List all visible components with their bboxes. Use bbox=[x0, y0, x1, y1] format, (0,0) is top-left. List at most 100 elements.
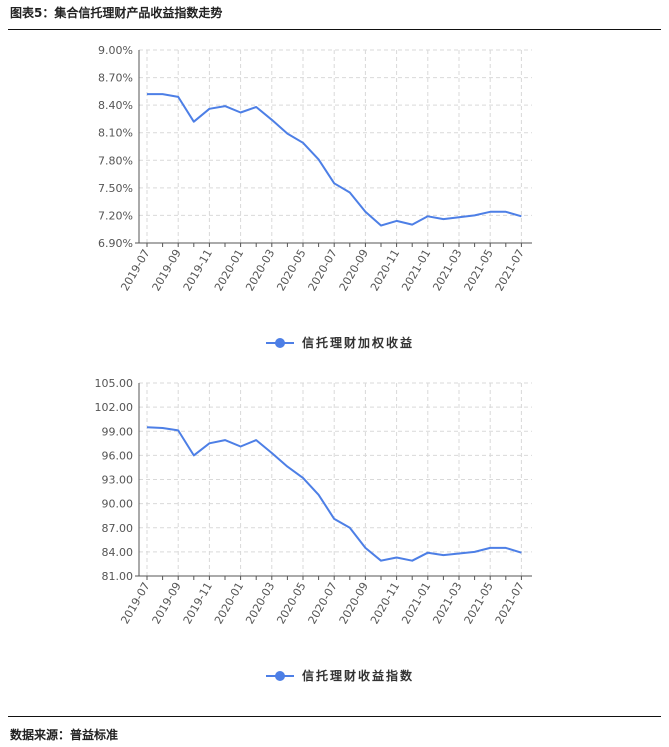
data-point bbox=[519, 551, 523, 555]
x-tick-label: 2019-09 bbox=[150, 580, 184, 626]
data-point bbox=[239, 445, 243, 449]
data-point bbox=[504, 546, 508, 550]
y-tick-label: 8.40% bbox=[98, 99, 133, 112]
x-tick-label: 2021-07 bbox=[493, 580, 527, 626]
data-point bbox=[519, 214, 523, 218]
y-tick-label: 7.50% bbox=[98, 182, 133, 195]
data-point bbox=[395, 556, 399, 560]
data-point bbox=[223, 104, 227, 108]
data-point bbox=[379, 559, 383, 563]
data-point bbox=[488, 546, 492, 550]
data-point bbox=[207, 441, 211, 445]
data-point bbox=[254, 438, 258, 442]
data-point bbox=[285, 465, 289, 469]
x-tick-label: 2020-03 bbox=[243, 247, 277, 293]
data-point bbox=[192, 120, 196, 124]
x-tick-label: 2020-09 bbox=[337, 247, 371, 293]
data-point bbox=[410, 559, 414, 563]
data-point bbox=[504, 210, 508, 214]
data-point bbox=[457, 551, 461, 555]
x-tick-label: 2020-05 bbox=[274, 247, 308, 293]
data-point bbox=[145, 425, 149, 429]
y-tick-label: 6.90% bbox=[98, 237, 133, 250]
data-point bbox=[207, 107, 211, 111]
x-tick-label: 2020-11 bbox=[368, 247, 402, 293]
y-tick-label: 105.00 bbox=[95, 377, 134, 390]
y-tick-label: 96.00 bbox=[102, 449, 134, 462]
y-tick-label: 8.70% bbox=[98, 72, 133, 85]
x-tick-label: 2020-01 bbox=[212, 580, 246, 626]
figure-title: 图表5：集合信托理财产品收益指数走势 bbox=[10, 6, 223, 20]
data-point bbox=[426, 551, 430, 555]
legend-label: 信托理财加权收益 bbox=[302, 335, 414, 350]
data-point bbox=[270, 118, 274, 122]
y-tick-label: 87.00 bbox=[102, 522, 134, 535]
x-tick-label: 2020-11 bbox=[368, 580, 402, 626]
y-tick-label: 99.00 bbox=[102, 425, 134, 438]
x-tick-label: 2019-07 bbox=[118, 247, 152, 293]
x-tick-label: 2019-07 bbox=[118, 580, 152, 626]
data-point bbox=[145, 92, 149, 96]
legend-label: 信托理财收益指数 bbox=[302, 668, 414, 683]
x-tick-label: 2020-03 bbox=[243, 580, 277, 626]
data-point bbox=[223, 438, 227, 442]
data-point bbox=[254, 105, 258, 109]
data-point bbox=[473, 213, 477, 217]
y-tick-label: 93.00 bbox=[102, 474, 134, 487]
data-point bbox=[363, 210, 367, 214]
x-tick-label: 2020-05 bbox=[274, 580, 308, 626]
y-tick-label: 84.00 bbox=[102, 546, 134, 559]
data-point bbox=[176, 428, 180, 432]
data-point bbox=[285, 132, 289, 136]
data-point bbox=[363, 546, 367, 550]
y-tick-label: 7.20% bbox=[98, 209, 133, 222]
weighted-yield-chart: 6.90% 7.20% 7.50% 7.80% 8.10% 8.40% 8.70% 9.00%… bbox=[98, 44, 532, 350]
data-point bbox=[192, 453, 196, 457]
x-tick-label: 2021-05 bbox=[462, 247, 496, 293]
bottom-rule bbox=[8, 716, 661, 717]
data-point bbox=[317, 493, 321, 497]
data-point bbox=[348, 190, 352, 194]
data-point bbox=[332, 517, 336, 521]
data-point bbox=[379, 224, 383, 228]
x-tick-label: 2019-11 bbox=[181, 580, 215, 626]
data-point bbox=[176, 95, 180, 99]
yield-index-chart: 81.00 84.00 87.00 90.00 93.00 96.00 99.00 102.0… bbox=[95, 377, 532, 683]
top-rule bbox=[8, 29, 661, 30]
legend-marker bbox=[275, 671, 285, 681]
y-tick-label: 90.00 bbox=[102, 498, 134, 511]
x-tick-label: 2019-11 bbox=[181, 247, 215, 293]
x-tick-label: 2021-03 bbox=[430, 580, 464, 626]
data-point bbox=[348, 526, 352, 530]
data-point bbox=[301, 141, 305, 145]
data-point bbox=[473, 550, 477, 554]
data-point bbox=[332, 181, 336, 185]
data-point bbox=[301, 476, 305, 480]
data-point bbox=[410, 223, 414, 227]
data-source-note: 数据来源：普益标准 bbox=[10, 728, 119, 742]
y-tick-label: 9.00% bbox=[98, 44, 133, 57]
x-tick-label: 2020-07 bbox=[306, 580, 340, 626]
y-tick-label: 102.00 bbox=[95, 401, 134, 414]
x-tick-label: 2021-01 bbox=[399, 580, 433, 626]
x-tick-label: 2021-07 bbox=[493, 247, 527, 293]
x-tick-label: 2021-03 bbox=[430, 247, 464, 293]
series-line bbox=[146, 426, 522, 562]
x-tick-label: 2020-01 bbox=[212, 247, 246, 293]
y-tick-label: 7.80% bbox=[98, 154, 133, 167]
series-line bbox=[147, 93, 522, 227]
x-tick-label: 2019-09 bbox=[150, 247, 184, 293]
data-point bbox=[317, 157, 321, 161]
data-point bbox=[426, 214, 430, 218]
data-point bbox=[161, 92, 165, 96]
x-tick-label: 2021-05 bbox=[462, 580, 496, 626]
data-point bbox=[161, 426, 165, 430]
data-point bbox=[488, 210, 492, 214]
legend-marker bbox=[275, 338, 285, 348]
data-point bbox=[239, 110, 243, 114]
x-tick-label: 2020-07 bbox=[306, 247, 340, 293]
data-point bbox=[270, 451, 274, 455]
y-tick-label: 81.00 bbox=[102, 570, 134, 583]
data-point bbox=[441, 217, 445, 221]
y-tick-label: 8.10% bbox=[98, 127, 133, 140]
